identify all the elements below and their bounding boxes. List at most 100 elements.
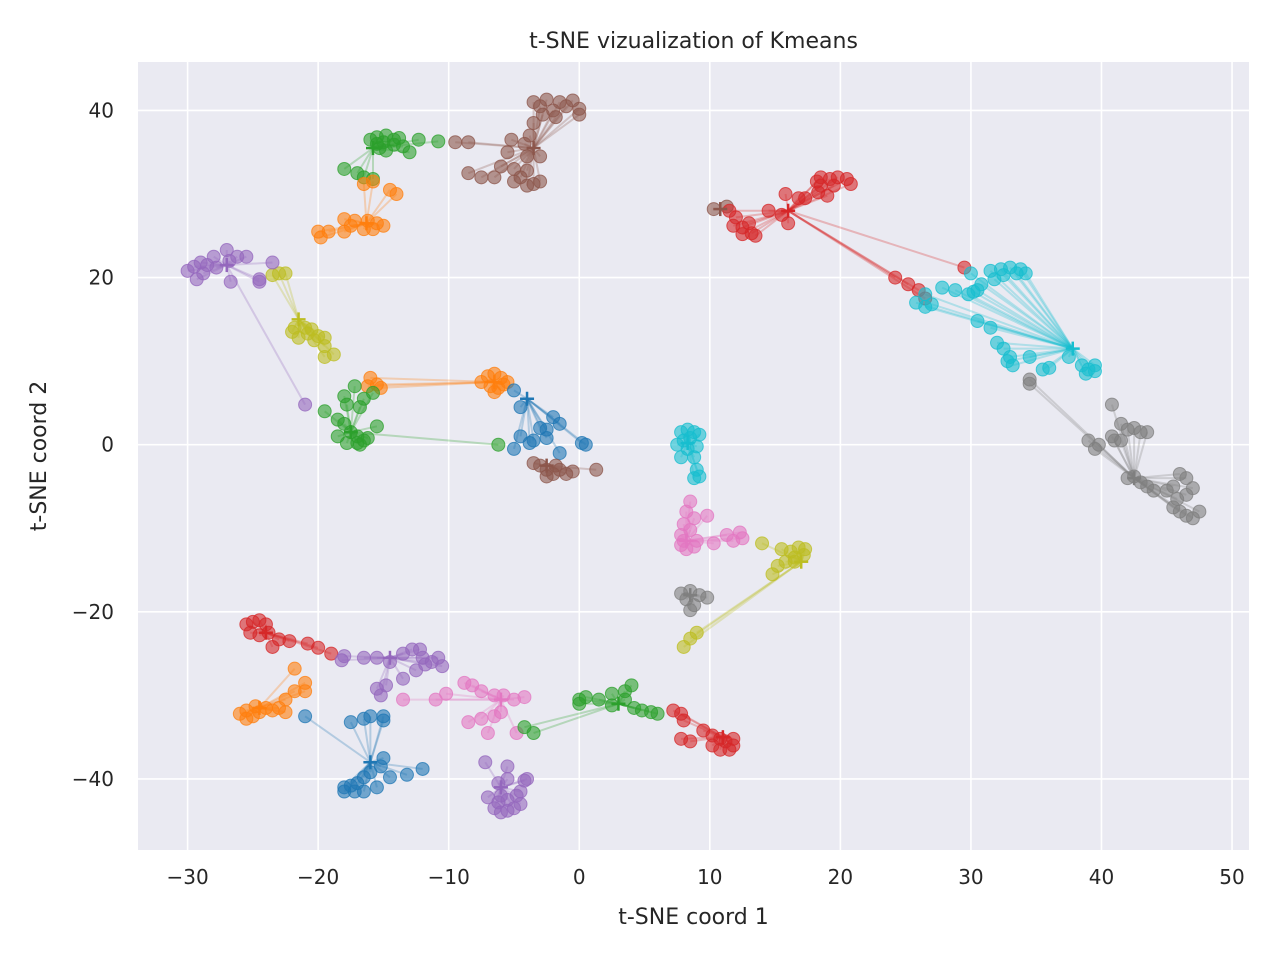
data-point	[493, 705, 508, 720]
cluster-link	[787, 209, 909, 286]
data-point	[350, 166, 365, 181]
cluster-link	[1028, 378, 1135, 479]
data-point	[396, 671, 411, 686]
data-point	[765, 567, 780, 582]
data-point	[533, 421, 548, 436]
cluster-link	[1002, 274, 1074, 350]
data-point	[888, 270, 903, 285]
cluster-link	[532, 113, 580, 149]
data-point	[480, 790, 495, 805]
data-point	[365, 385, 380, 400]
data-point	[1009, 266, 1024, 281]
data-point	[337, 224, 352, 239]
data-point	[761, 203, 776, 218]
cluster-link	[225, 264, 306, 406]
data-point	[379, 143, 394, 158]
data-point	[491, 437, 506, 452]
y-axis-label: t-SNE coord 2	[27, 381, 52, 532]
data-point	[970, 314, 985, 329]
cluster-center-marker	[713, 202, 728, 217]
data-point	[399, 767, 414, 782]
data-point	[352, 400, 367, 415]
data-point	[578, 437, 593, 452]
data-point	[382, 770, 397, 785]
y-tick-label: 20	[89, 266, 114, 290]
data-point	[265, 255, 280, 270]
data-point	[313, 230, 328, 245]
data-point	[687, 471, 702, 486]
data-point	[415, 761, 430, 776]
data-point	[552, 416, 567, 431]
data-point	[337, 161, 352, 176]
data-point	[278, 692, 293, 707]
cluster-link	[980, 283, 1074, 350]
cluster-center-marker	[1127, 471, 1142, 486]
data-point	[298, 709, 313, 724]
cluster-center-marker	[715, 730, 730, 745]
cluster-link	[349, 721, 372, 763]
data-point	[744, 226, 759, 241]
data-point	[347, 379, 362, 394]
data-point	[683, 603, 698, 618]
data-point	[506, 383, 521, 398]
chart-title: t-SNE vizualization of Kmeans	[529, 29, 858, 54]
cluster-center-marker	[679, 533, 694, 548]
data-point	[431, 134, 446, 149]
cluster-center-marker	[252, 700, 267, 715]
data-point	[1104, 397, 1119, 412]
data-point	[604, 698, 619, 713]
data-point	[389, 187, 404, 202]
data-point	[461, 715, 476, 730]
cluster-center-marker	[539, 458, 554, 473]
data-point	[317, 349, 332, 364]
data-point	[478, 755, 493, 770]
cluster-link	[931, 303, 1074, 350]
x-axis-label: t-SNE coord 1	[618, 905, 769, 930]
data-point	[526, 726, 541, 741]
data-point	[572, 696, 587, 711]
data-point	[1166, 479, 1181, 494]
data-point	[239, 249, 254, 264]
cluster-link	[990, 326, 1074, 350]
cluster-center-marker	[258, 625, 273, 640]
data-point	[209, 260, 224, 275]
data-point	[428, 692, 443, 707]
data-point	[265, 639, 280, 654]
data-point	[526, 116, 541, 131]
cluster-link	[787, 209, 965, 269]
data-point	[1170, 492, 1185, 507]
data-point	[520, 771, 535, 786]
cluster-link	[349, 386, 356, 433]
data-point	[369, 419, 384, 434]
data-point	[520, 149, 535, 164]
data-point	[435, 659, 450, 674]
cluster-center-marker	[794, 554, 809, 569]
data-point	[565, 464, 580, 479]
data-point	[500, 145, 515, 160]
data-point	[369, 650, 384, 665]
data-point	[513, 400, 528, 415]
data-point	[282, 634, 297, 649]
data-point	[820, 188, 835, 203]
y-tick-label: −20	[72, 600, 114, 624]
cluster-link	[1029, 382, 1135, 479]
data-point	[963, 266, 978, 281]
cluster-link	[787, 209, 896, 279]
cluster-center-marker	[611, 696, 626, 711]
data-point	[287, 661, 302, 676]
data-point	[360, 431, 375, 446]
data-point	[369, 780, 384, 795]
cluster-link	[1019, 268, 1074, 350]
y-tick-label: −40	[72, 767, 114, 791]
cluster-link	[533, 702, 619, 734]
cluster-center-marker	[493, 780, 508, 795]
data-point	[901, 277, 916, 292]
data-point	[278, 705, 293, 720]
data-point	[705, 738, 720, 753]
cluster-link	[284, 273, 300, 320]
cluster-center-marker	[493, 692, 508, 707]
data-point	[1087, 441, 1102, 456]
data-point	[674, 731, 689, 746]
data-point	[1042, 360, 1057, 375]
data-point	[572, 107, 587, 122]
